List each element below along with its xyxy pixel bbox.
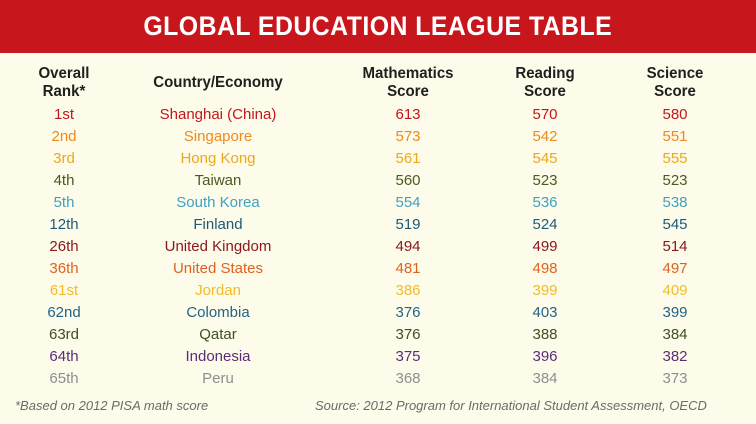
math-score-cell: 376 [395, 326, 421, 343]
reading-score-cell: 536 [532, 194, 558, 211]
science-score-cell: 384 [662, 326, 688, 343]
header-science-line1: Science [646, 65, 704, 82]
country-cell: Qatar [199, 326, 237, 343]
rank-cell: 12th [49, 216, 79, 233]
table-row: 12th Finland 519 524 545 [0, 214, 756, 236]
header-rank: Overall Rank* [30, 63, 98, 103]
country-cell: Peru [202, 370, 234, 387]
country-cell: Colombia [186, 304, 250, 321]
header-math: Mathematics Score [352, 63, 465, 103]
table-row: 4th Taiwan 560 523 523 [0, 170, 756, 192]
science-score-cell: 580 [662, 106, 688, 123]
rank-cell: 26th [49, 238, 79, 255]
table-row: 62nd Colombia 376 403 399 [0, 302, 756, 324]
table-row: 3rd Hong Kong 561 545 555 [0, 148, 756, 170]
reading-score-cell: 499 [532, 238, 558, 255]
country-cell: Hong Kong [180, 150, 256, 167]
header-reading-line1: Reading [515, 65, 575, 82]
country-cell: United States [172, 260, 264, 277]
country-cell: United Kingdom [164, 238, 272, 255]
table-row: 26th United Kingdom 494 499 514 [0, 236, 756, 258]
reading-score-cell: 524 [532, 216, 558, 233]
science-score-cell: 409 [662, 282, 688, 299]
rank-cell: 2nd [51, 128, 77, 145]
math-score-cell: 481 [395, 260, 421, 277]
rank-cell: 62nd [47, 304, 81, 321]
math-score-cell: 519 [395, 216, 421, 233]
science-score-cell: 523 [662, 172, 688, 189]
science-score-cell: 555 [662, 150, 688, 167]
math-score-cell: 376 [395, 304, 421, 321]
rank-cell: 5th [53, 194, 75, 211]
math-score-cell: 554 [395, 194, 421, 211]
header-math-line1: Mathematics [362, 65, 454, 82]
rank-cell: 64th [49, 348, 79, 365]
header-science: Science Score [633, 63, 718, 103]
science-score-cell: 551 [662, 128, 688, 145]
reading-score-cell: 498 [532, 260, 558, 277]
math-score-cell: 561 [395, 150, 421, 167]
source-note: Source: 2012 Program for International S… [315, 398, 707, 413]
science-score-cell: 545 [662, 216, 688, 233]
rank-cell: 65th [49, 370, 79, 387]
rank-cell: 3rd [53, 150, 75, 167]
country-cell: Indonesia [185, 348, 251, 365]
reading-score-cell: 396 [532, 348, 558, 365]
table-row: 64th Indonesia 375 396 382 [0, 346, 756, 368]
science-score-cell: 399 [662, 304, 688, 321]
reading-score-cell: 523 [532, 172, 558, 189]
reading-score-cell: 545 [532, 150, 558, 167]
country-cell: Singapore [183, 128, 253, 145]
table-row: 5th South Korea 554 536 538 [0, 192, 756, 214]
reading-score-cell: 399 [532, 282, 558, 299]
science-score-cell: 538 [662, 194, 688, 211]
science-score-cell: 514 [662, 238, 688, 255]
reading-score-cell: 570 [532, 106, 558, 123]
header-science-line2: Score [654, 83, 696, 100]
rank-cell: 61st [49, 282, 79, 299]
science-score-cell: 497 [662, 260, 688, 277]
rank-cell: 63rd [48, 326, 80, 343]
country-cell: Taiwan [194, 172, 242, 189]
math-score-cell: 560 [395, 172, 421, 189]
science-score-cell: 373 [662, 370, 688, 387]
country-cell: Shanghai (China) [159, 106, 277, 123]
table-row: 63rd Qatar 376 388 384 [0, 324, 756, 346]
rank-cell: 1st [53, 106, 74, 123]
header-math-line2: Score [387, 83, 429, 100]
reading-score-cell: 388 [532, 326, 558, 343]
table-row: 65th Peru 368 384 373 [0, 368, 756, 390]
science-score-cell: 382 [662, 348, 688, 365]
header-country: Country/Economy [153, 74, 283, 91]
math-score-cell: 573 [395, 128, 421, 145]
footnote: *Based on 2012 PISA math score [15, 398, 209, 413]
header-reading: Reading Score [503, 63, 588, 103]
table-row: 61st Jordan 386 399 409 [0, 280, 756, 302]
reading-score-cell: 403 [532, 304, 558, 321]
table-row: 36th United States 481 498 497 [0, 258, 756, 280]
header-rank-line2: Rank* [42, 83, 86, 100]
math-score-cell: 613 [395, 106, 421, 123]
title-banner: GLOBAL EDUCATION LEAGUE TABLE [0, 0, 756, 53]
header-reading-line2: Score [524, 83, 566, 100]
header-rank-line1: Overall [38, 65, 90, 82]
reading-score-cell: 542 [532, 128, 558, 145]
table-row: 2nd Singapore 573 542 551 [0, 126, 756, 148]
country-cell: Finland [193, 216, 243, 233]
math-score-cell: 386 [395, 282, 421, 299]
math-score-cell: 375 [395, 348, 421, 365]
math-score-cell: 368 [395, 370, 421, 387]
country-cell: South Korea [176, 194, 260, 211]
page-title: GLOBAL EDUCATION LEAGUE TABLE [143, 11, 613, 41]
math-score-cell: 494 [395, 238, 421, 255]
rank-cell: 36th [49, 260, 79, 277]
table-row: 1st Shanghai (China) 613 570 580 [0, 104, 756, 126]
reading-score-cell: 384 [532, 370, 558, 387]
country-cell: Jordan [195, 282, 241, 299]
rank-cell: 4th [53, 172, 75, 189]
